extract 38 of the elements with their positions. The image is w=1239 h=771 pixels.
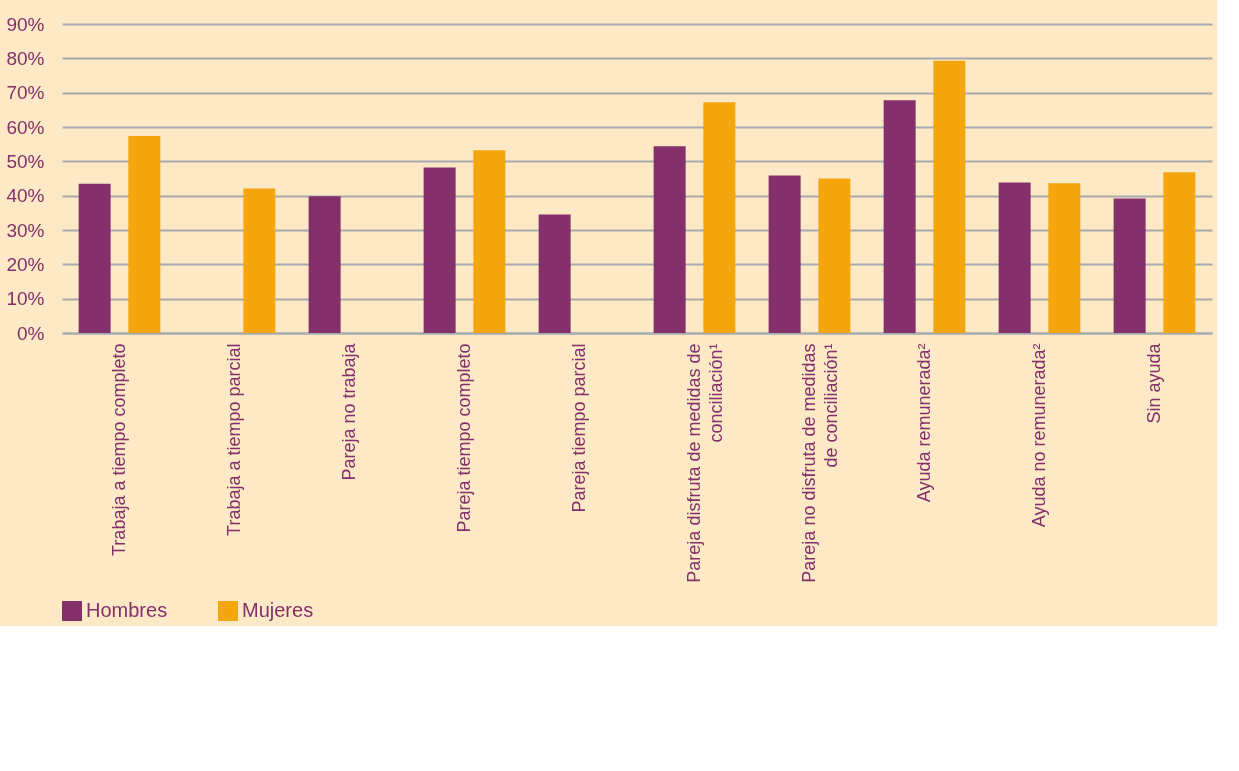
bar [933,60,966,333]
bar [473,150,506,333]
y-tick-label: 0% [17,322,45,344]
bar [768,175,801,333]
x-tick-label: Ayuda remunerada² [913,343,934,503]
y-tick-label: 40% [6,185,45,207]
x-tick-label: Trabaja a tiempo completo [108,343,129,556]
bar [1163,172,1196,333]
bar [653,146,686,333]
x-tick-label: Sin ayuda [1143,342,1164,424]
x-tick-label: Pareja no trabaja [338,342,359,481]
y-tick-label: 20% [6,253,45,275]
y-tick-label: 60% [6,116,45,138]
bar [998,182,1031,333]
bar [128,135,161,333]
bar [703,102,736,333]
bar [78,183,111,333]
bar [423,167,456,333]
bar [243,188,276,333]
x-tick-label: Pareja disfruta de medidas de conciliación¹ [683,343,726,583]
bar [308,196,341,333]
x-tick-label: Trabaja a tiempo parcial [223,343,244,536]
legend-label: Hombres [86,599,168,621]
y-tick-label: 80% [6,47,45,69]
x-tick-label: Pareja tiempo completo [453,343,474,533]
bar [883,100,916,333]
y-tick-label: 50% [6,150,45,172]
legend-label: Mujeres [242,599,314,621]
bar [818,178,851,333]
y-tick-label: 70% [6,82,45,104]
x-tick-label: Ayuda no remunerada² [1028,343,1049,528]
y-tick-label: 10% [6,288,45,310]
y-tick-label: 90% [6,13,45,35]
y-tick-label: 30% [6,219,45,241]
bar [1048,183,1081,333]
x-tick-label: Pareja tiempo parcial [568,343,589,513]
bar [1113,198,1146,333]
bar [538,214,571,333]
